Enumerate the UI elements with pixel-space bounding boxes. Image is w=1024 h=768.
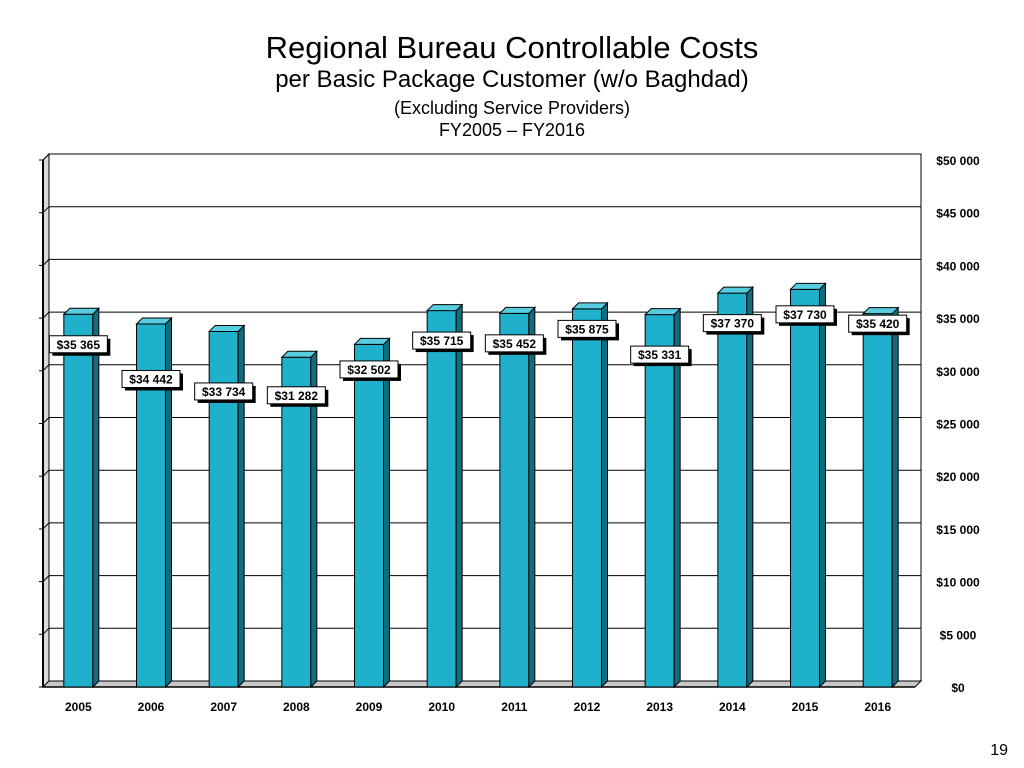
page-number: 19 [990, 742, 1008, 759]
gridline [42, 627, 921, 635]
x-tick-label: 2012 [574, 700, 601, 714]
y-tick-label: $50 000 [936, 154, 980, 168]
bar [426, 310, 457, 688]
data-label: $34 442 [129, 372, 173, 386]
bar [63, 313, 94, 688]
y-tick-label: $5 000 [940, 628, 977, 642]
data-label-box [630, 345, 690, 364]
gridline [42, 575, 921, 582]
gridline [42, 469, 921, 477]
data-label-box [266, 386, 326, 405]
x-tick-label: 2011 [501, 700, 527, 714]
x-tick-label: 2006 [138, 700, 165, 714]
chart-subtitle-3: FY2005 – FY2016 [438, 120, 586, 140]
y-tick-label: $10 000 [936, 576, 980, 590]
y-tick-label: $30 000 [936, 365, 980, 379]
data-label-box [557, 319, 617, 338]
bar-side [528, 306, 536, 689]
data-label: $35 331 [638, 348, 682, 362]
data-label-box [194, 382, 254, 401]
bar-top [62, 307, 101, 315]
data-label-box [484, 334, 544, 353]
bar [717, 292, 748, 688]
plot-floor [41, 680, 923, 688]
data-label: $35 365 [57, 338, 101, 352]
y-tick-label: $25 000 [936, 418, 980, 432]
y-tick-label: $0 [951, 681, 965, 695]
y-tick-label: $40 000 [936, 259, 980, 273]
bar-top [425, 304, 464, 312]
bar [572, 308, 602, 688]
bar-top [280, 350, 319, 358]
x-tick-label: 2008 [283, 700, 310, 714]
gridline [42, 258, 921, 266]
x-tick-label: 2013 [646, 700, 673, 714]
bar-top [571, 302, 609, 310]
data-label: $33 734 [202, 385, 246, 399]
data-label-box [121, 369, 181, 388]
data-label-box [412, 331, 472, 350]
y-tick-label: $45 000 [936, 207, 980, 221]
chart-title: Regional Bureau Controllable Costs [265, 30, 759, 65]
bar-top [716, 286, 755, 294]
bar-side [92, 307, 100, 689]
y-tick-label: $20 000 [936, 470, 980, 484]
x-tick-label: 2009 [356, 700, 383, 714]
gridline [42, 417, 921, 424]
bar-top [498, 306, 537, 314]
bar-side [601, 301, 608, 689]
data-label-box [848, 314, 908, 333]
y-tick-label: $35 000 [936, 312, 980, 326]
data-label-box [48, 335, 108, 354]
chart-subtitle-2: (Excluding Service Providers) [393, 98, 631, 118]
bar-top [643, 308, 682, 316]
bar [499, 312, 530, 688]
bar-top [135, 317, 173, 325]
gridline [42, 206, 921, 214]
data-label: $35 875 [565, 322, 609, 336]
gridline [42, 364, 921, 372]
data-label: $35 715 [420, 334, 464, 348]
bar [354, 343, 384, 688]
data-label: $32 502 [347, 363, 391, 377]
gridline [42, 153, 921, 161]
data-label: $37 370 [711, 317, 755, 331]
bar-top [861, 307, 900, 315]
bar [790, 288, 820, 688]
bar-top [789, 282, 827, 290]
bar-top [207, 324, 246, 332]
bar-side [455, 303, 463, 689]
data-label-box [702, 314, 762, 333]
data-label-box [775, 305, 835, 324]
bar-side [891, 306, 899, 689]
x-tick-label: 2007 [210, 700, 237, 714]
x-tick-label: 2016 [864, 700, 891, 714]
bar [862, 313, 893, 688]
x-tick-label: 2014 [719, 700, 746, 714]
data-label: $37 730 [783, 308, 827, 322]
x-tick-label: 2015 [792, 700, 819, 714]
x-tick-label: 2005 [65, 700, 92, 714]
data-label: $35 452 [493, 337, 537, 351]
data-label: $31 282 [275, 389, 319, 403]
x-tick-label: 2010 [428, 700, 455, 714]
bar-side [819, 282, 826, 689]
bar-top [353, 337, 391, 345]
bar [644, 314, 675, 688]
bar-side [746, 285, 754, 689]
bar-side [237, 324, 245, 689]
gridline [42, 311, 921, 319]
data-label: $35 420 [856, 317, 900, 331]
data-label-box [339, 360, 399, 379]
title-block: Regional Bureau Controllable Costs per B… [0, 30, 1024, 141]
bar-side [383, 337, 390, 689]
gridline [42, 522, 921, 530]
chart-subtitle: per Basic Package Customer (w/o Baghdad) [275, 66, 749, 93]
y-tick-label: $15 000 [936, 523, 980, 537]
